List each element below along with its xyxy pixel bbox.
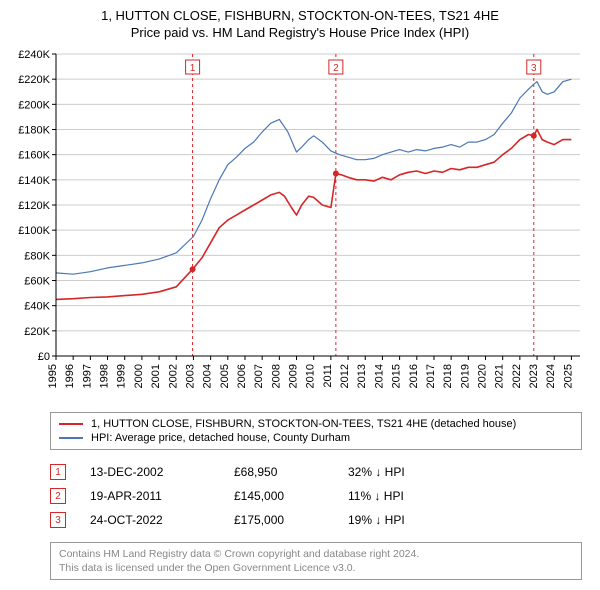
record-pct: 11% ↓ HPI (348, 489, 404, 503)
svg-text:£40K: £40K (24, 301, 50, 313)
svg-text:2014: 2014 (373, 364, 385, 388)
svg-text:1999: 1999 (116, 364, 128, 388)
svg-text:2: 2 (333, 63, 339, 74)
svg-text:£120K: £120K (18, 200, 50, 212)
record-date: 19-APR-2011 (90, 489, 210, 503)
svg-text:2023: 2023 (528, 364, 540, 388)
footer-line: This data is licensed under the Open Gov… (59, 561, 573, 575)
title-line1: 1, HUTTON CLOSE, FISHBURN, STOCKTON-ON-T… (10, 8, 590, 23)
svg-text:£220K: £220K (18, 74, 50, 86)
svg-text:£100K: £100K (18, 225, 50, 237)
svg-text:2002: 2002 (167, 364, 179, 388)
legend-item: HPI: Average price, detached house, Coun… (59, 431, 573, 445)
svg-text:2003: 2003 (184, 364, 196, 388)
record-badge: 3 (50, 512, 66, 528)
legend: 1, HUTTON CLOSE, FISHBURN, STOCKTON-ON-T… (50, 412, 582, 450)
attribution-footer: Contains HM Land Registry data © Crown c… (50, 542, 582, 580)
svg-text:£0: £0 (38, 351, 50, 363)
footer-line: Contains HM Land Registry data © Crown c… (59, 547, 573, 561)
svg-text:2001: 2001 (150, 364, 162, 388)
svg-text:1996: 1996 (64, 364, 76, 388)
sale-records: 1 13-DEC-2002 £68,950 32% ↓ HPI 2 19-APR… (50, 460, 582, 532)
svg-text:2020: 2020 (477, 364, 489, 388)
record-row: 2 19-APR-2011 £145,000 11% ↓ HPI (50, 484, 582, 508)
svg-text:2009: 2009 (288, 364, 300, 388)
svg-text:2013: 2013 (356, 364, 368, 388)
svg-text:£180K: £180K (18, 125, 50, 137)
record-row: 1 13-DEC-2002 £68,950 32% ↓ HPI (50, 460, 582, 484)
svg-text:£200K: £200K (18, 99, 50, 111)
svg-text:2019: 2019 (459, 364, 471, 388)
legend-label: HPI: Average price, detached house, Coun… (91, 432, 350, 444)
record-pct: 19% ↓ HPI (348, 513, 405, 527)
svg-text:2008: 2008 (270, 364, 282, 388)
svg-text:£20K: £20K (24, 326, 50, 338)
svg-text:2007: 2007 (253, 364, 265, 388)
svg-text:2012: 2012 (339, 364, 351, 388)
svg-text:2025: 2025 (562, 364, 574, 388)
svg-text:£140K: £140K (18, 175, 50, 187)
record-price: £68,950 (234, 465, 324, 479)
svg-text:£160K: £160K (18, 150, 50, 162)
svg-text:2024: 2024 (545, 364, 557, 388)
legend-item: 1, HUTTON CLOSE, FISHBURN, STOCKTON-ON-T… (59, 417, 573, 431)
svg-text:1: 1 (190, 63, 196, 74)
svg-text:2005: 2005 (219, 364, 231, 388)
title-block: 1, HUTTON CLOSE, FISHBURN, STOCKTON-ON-T… (10, 8, 590, 40)
svg-text:2010: 2010 (305, 364, 317, 388)
record-price: £175,000 (234, 513, 324, 527)
chart-container: 1, HUTTON CLOSE, FISHBURN, STOCKTON-ON-T… (0, 0, 600, 590)
svg-text:1995: 1995 (47, 364, 59, 388)
record-badge: 2 (50, 488, 66, 504)
svg-text:2017: 2017 (425, 364, 437, 388)
svg-text:2006: 2006 (236, 364, 248, 388)
record-pct: 32% ↓ HPI (348, 465, 405, 479)
record-date: 24-OCT-2022 (90, 513, 210, 527)
record-price: £145,000 (234, 489, 324, 503)
svg-text:2021: 2021 (494, 364, 506, 388)
svg-text:2018: 2018 (442, 364, 454, 388)
chart-svg: £0 £20K £40K £60K £80K £100K £120K £140K £160K £1… (10, 46, 590, 406)
svg-text:£80K: £80K (24, 250, 50, 262)
svg-text:£240K: £240K (18, 49, 50, 61)
svg-text:£60K: £60K (24, 276, 50, 288)
chart-plot: £0 £20K £40K £60K £80K £100K £120K £140K £160K £1… (10, 46, 590, 406)
legend-swatch (59, 423, 83, 425)
record-row: 3 24-OCT-2022 £175,000 19% ↓ HPI (50, 508, 582, 532)
record-badge: 1 (50, 464, 66, 480)
svg-text:2011: 2011 (322, 364, 334, 388)
svg-text:2015: 2015 (391, 364, 403, 388)
svg-text:2004: 2004 (202, 364, 214, 388)
legend-swatch (59, 437, 83, 439)
legend-label: 1, HUTTON CLOSE, FISHBURN, STOCKTON-ON-T… (91, 418, 516, 430)
svg-text:2022: 2022 (511, 364, 523, 388)
title-line2: Price paid vs. HM Land Registry's House … (10, 25, 590, 40)
record-date: 13-DEC-2002 (90, 465, 210, 479)
svg-text:1998: 1998 (99, 364, 111, 388)
svg-text:3: 3 (531, 63, 537, 74)
svg-text:1997: 1997 (81, 364, 93, 388)
svg-text:2016: 2016 (408, 364, 420, 388)
svg-text:2000: 2000 (133, 364, 145, 388)
